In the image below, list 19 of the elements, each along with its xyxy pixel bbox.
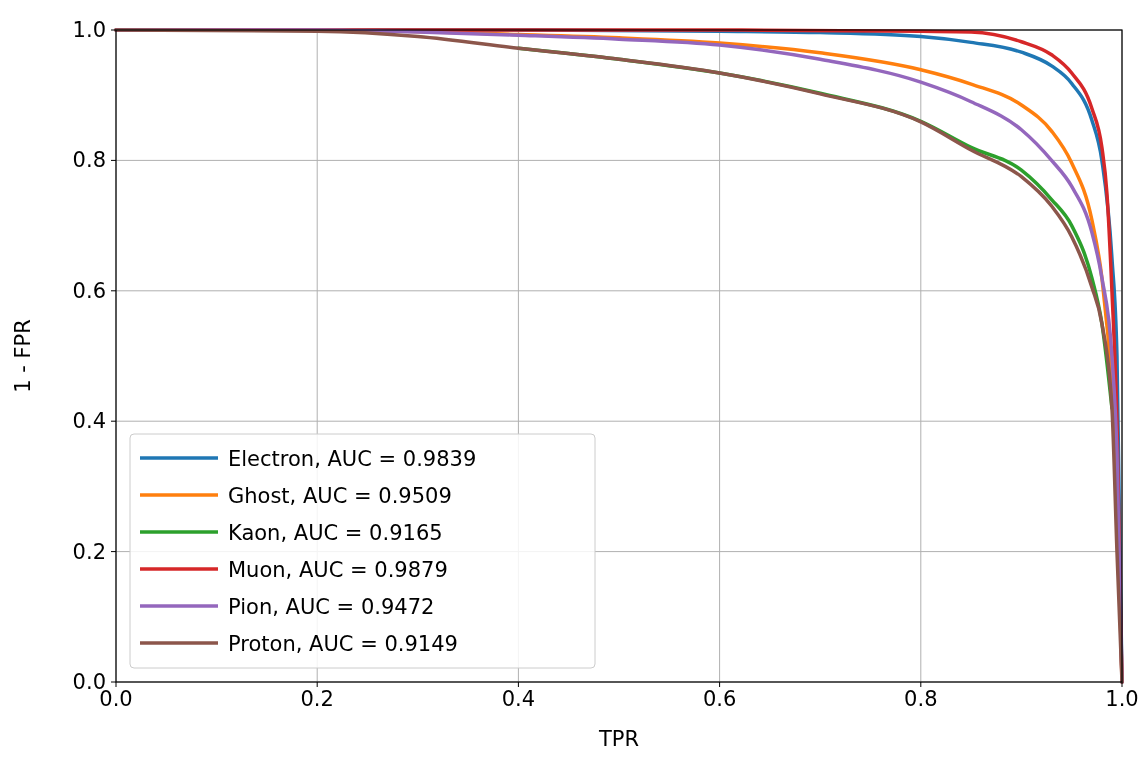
x-tick-label: 0.2 <box>300 687 334 711</box>
y-tick-label: 1.0 <box>72 18 106 42</box>
x-axis-title: TPR <box>597 727 640 751</box>
line-series <box>114 28 1124 684</box>
y-tick-label: 0.2 <box>72 539 106 564</box>
y-axis-title: 1 - FPR <box>11 319 35 393</box>
legend-label: Electron, AUC = 0.9839 <box>228 447 477 471</box>
legend-label: Muon, AUC = 0.9879 <box>228 558 448 582</box>
x-tick-label: 0.8 <box>904 687 938 711</box>
y-tick-label: 0.8 <box>72 148 106 173</box>
y-tick-label: 0.6 <box>72 278 106 303</box>
y-tick-label: 0.4 <box>72 409 106 434</box>
x-tick-label: 0.4 <box>501 687 536 711</box>
legend-label: Kaon, AUC = 0.9165 <box>228 521 443 545</box>
legend-label: Proton, AUC = 0.9149 <box>228 632 458 656</box>
legend-label: Pion, AUC = 0.9472 <box>228 595 435 619</box>
x-tick-label: 0.6 <box>702 687 737 711</box>
legend-label: Ghost, AUC = 0.9509 <box>228 484 452 508</box>
x-tick-label: 1.0 <box>1105 687 1139 711</box>
